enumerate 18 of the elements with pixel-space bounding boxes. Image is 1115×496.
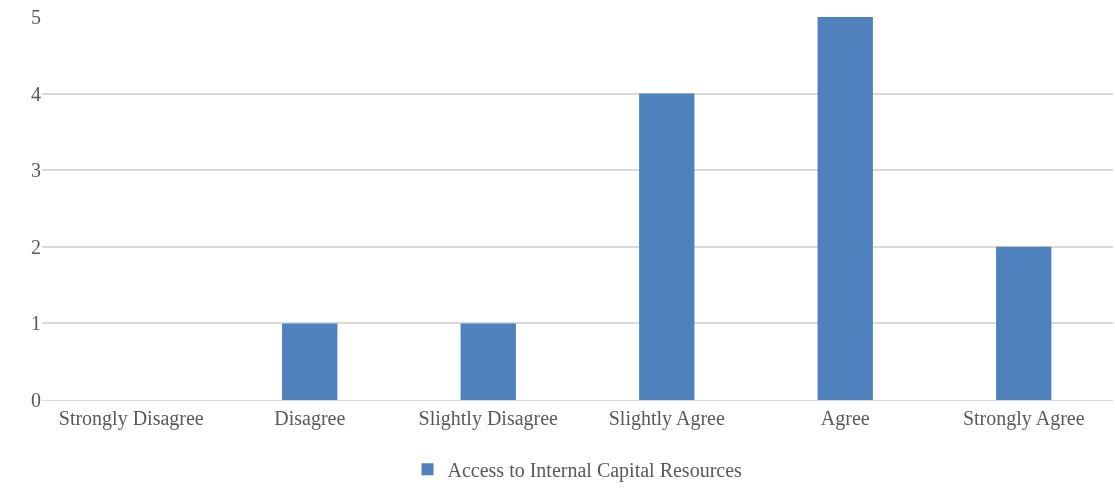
x-tick-label: Strongly Disagree	[58, 407, 204, 430]
y-tick-label: 0	[31, 389, 41, 411]
y-tick-label: 4	[31, 82, 41, 105]
bar	[460, 323, 516, 400]
x-tick-label: Slightly Agree	[608, 407, 725, 430]
x-tick-label: Disagree	[274, 407, 346, 430]
y-tick-label: 3	[31, 159, 41, 182]
bar	[817, 17, 873, 400]
y-tick-label: 2	[31, 235, 41, 258]
bar	[996, 246, 1052, 400]
y-tick-label: 5	[31, 6, 41, 28]
x-tick-label: Slightly Disagree	[418, 407, 559, 430]
y-tick-label: 1	[31, 312, 41, 335]
bar	[282, 323, 338, 400]
legend-label: Access to Internal Capital Resources	[447, 459, 743, 483]
x-tick-label: Agree	[820, 407, 870, 430]
bar	[639, 93, 695, 400]
x-tick-label: Strongly Agree	[962, 407, 1085, 430]
